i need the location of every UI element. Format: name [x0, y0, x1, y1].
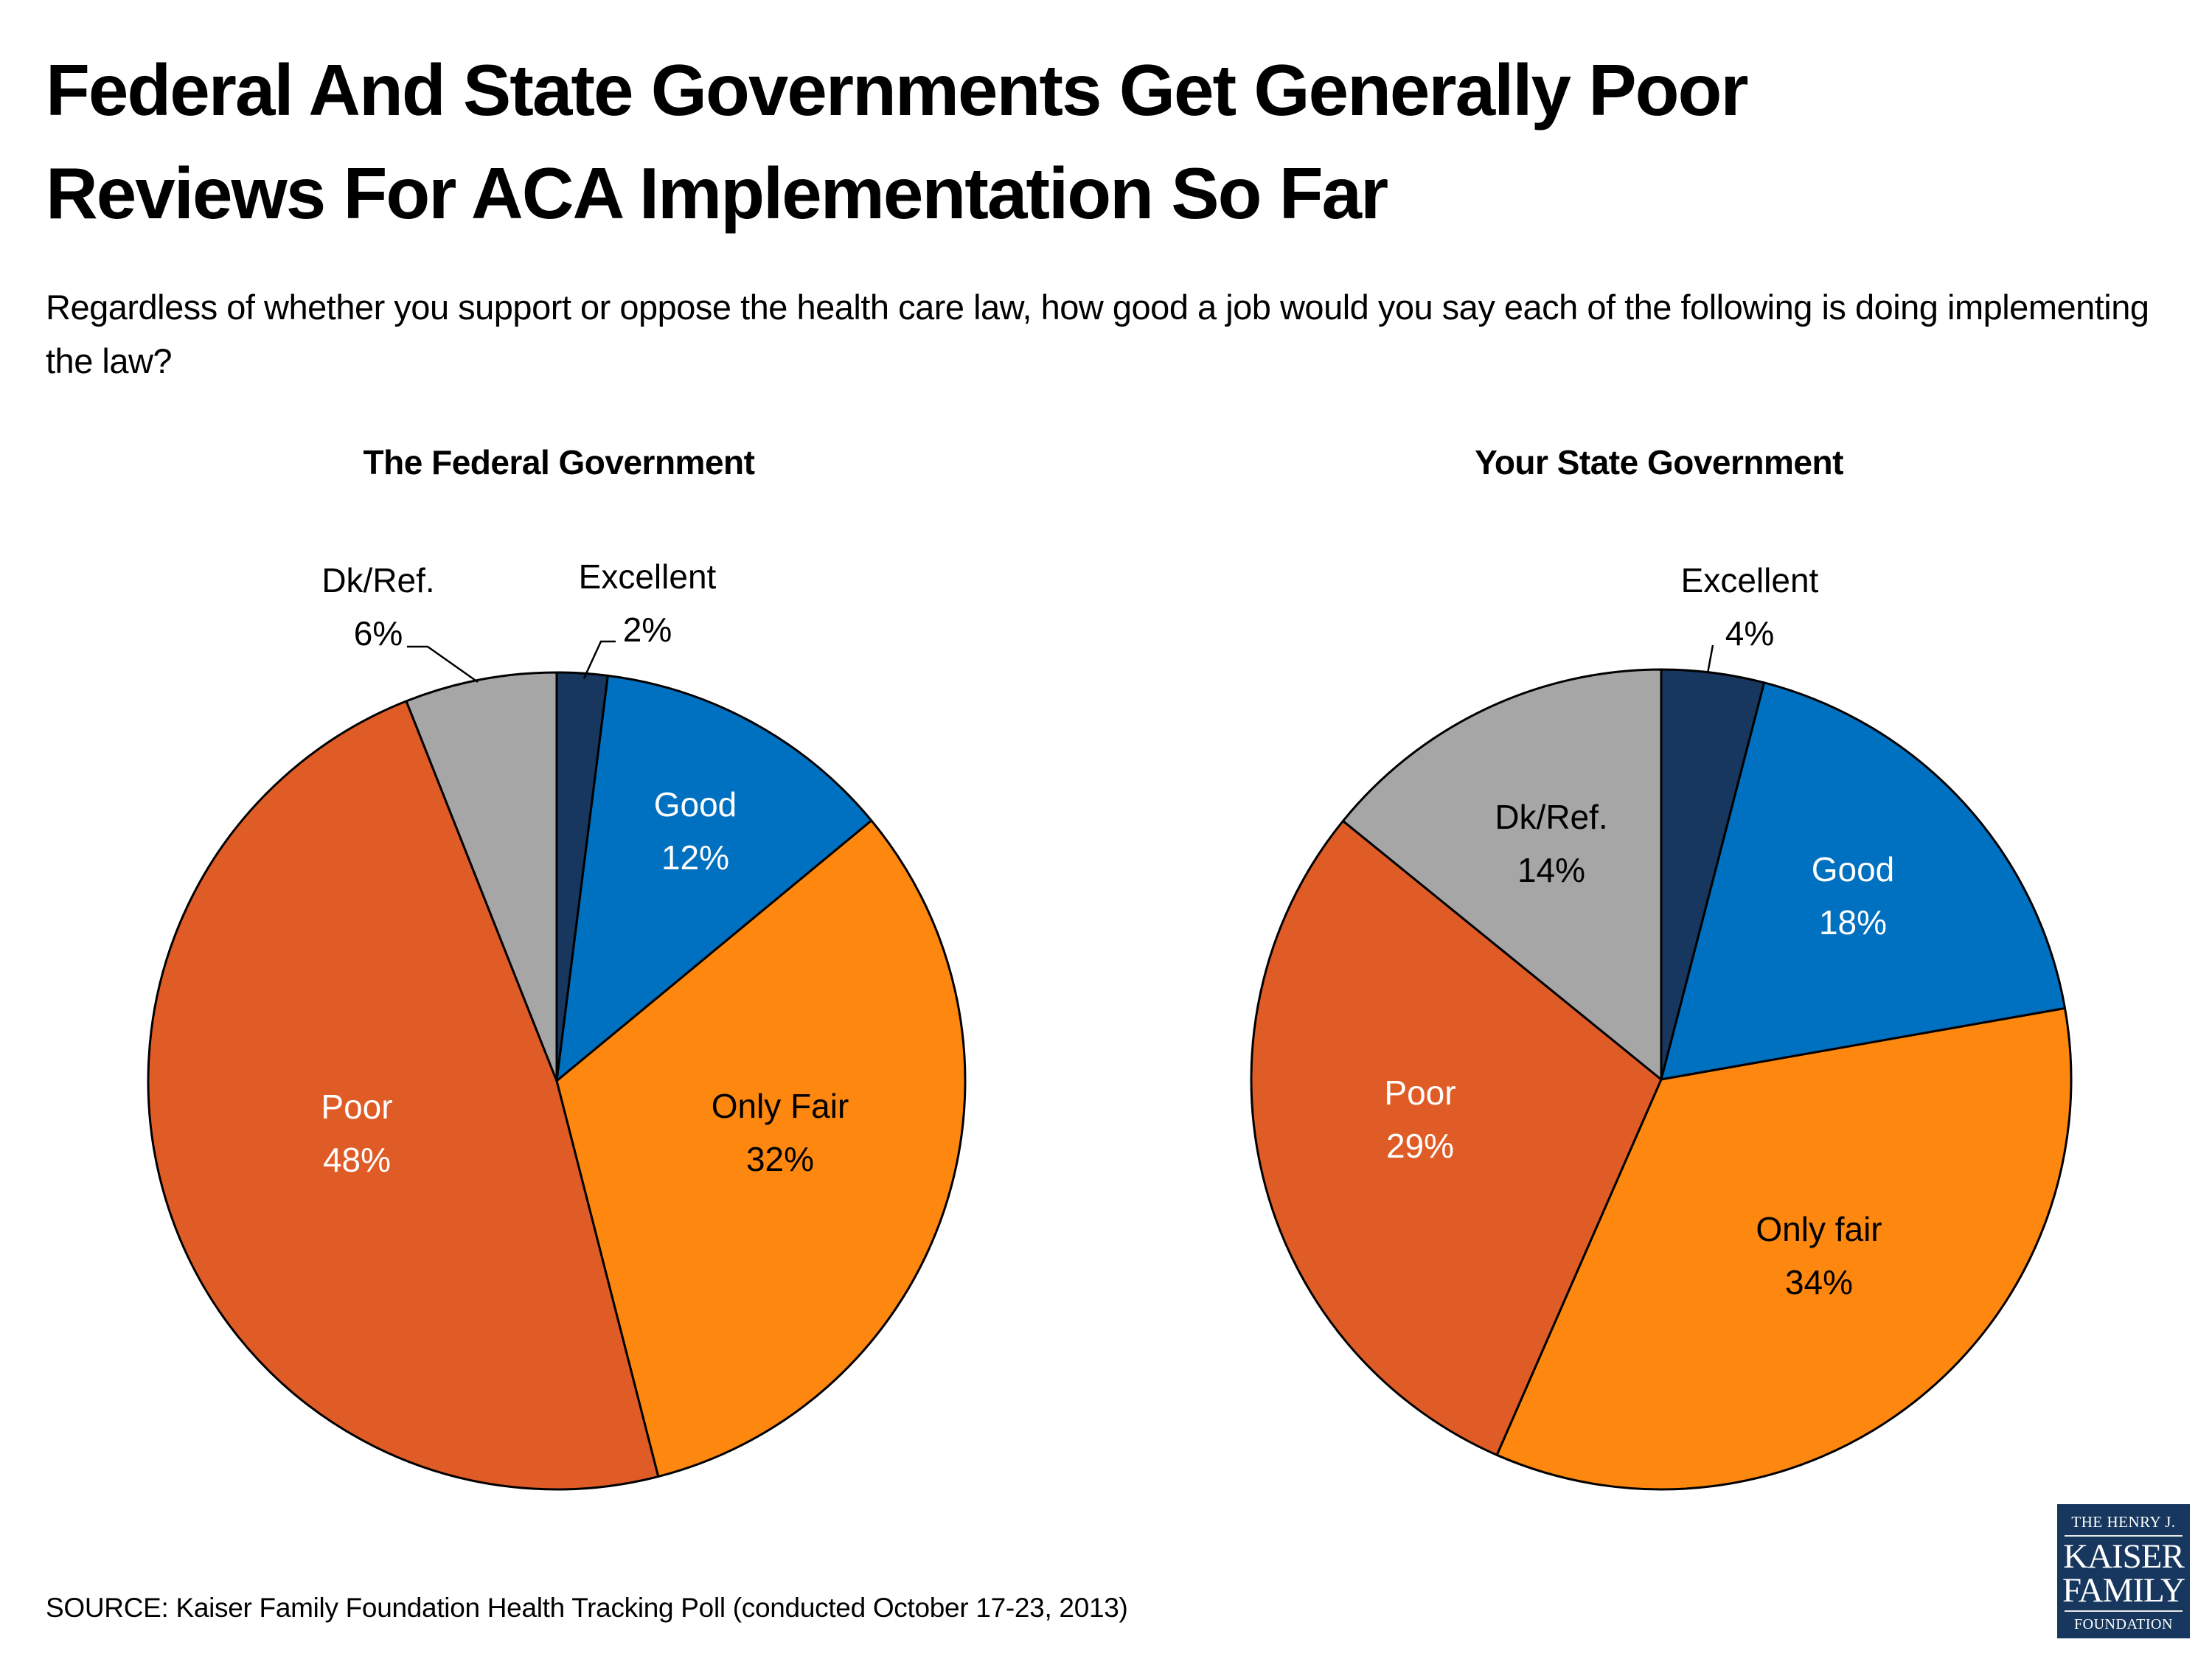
slice-label-dk-ref: Dk/Ref. 14%	[1495, 798, 1607, 889]
slice-label-value: 6%	[354, 614, 403, 653]
slice-label-name: Excellent	[1681, 561, 1819, 599]
slice-label-value: 48%	[323, 1141, 391, 1179]
pie-slice-poor	[147, 700, 660, 1491]
slice-label-good: Good 12%	[654, 785, 737, 877]
logo-line-4: FOUNDATION	[2074, 1616, 2173, 1632]
slice-label-name: Only Fair	[712, 1087, 849, 1125]
survey-question: Regardless of whether you support or opp…	[46, 288, 2149, 380]
slice-label-name: Good	[654, 785, 737, 824]
logo-rule-top	[2065, 1535, 2183, 1537]
logo-rule-bottom	[2065, 1610, 2183, 1612]
chart-title-line-1: Federal And State Governments Get Genera…	[46, 49, 1749, 131]
source-note: SOURCE: Kaiser Family Foundation Health …	[46, 1593, 1128, 1623]
chart-title-line-2: Reviews For ACA Implementation So Far	[46, 153, 1388, 234]
slice-label-value: 14%	[1517, 851, 1585, 889]
state-government-pie: Excellent 4% Good 18% Only fair 34% Poor 29% Dk/…	[1250, 561, 2073, 1491]
slice-label-name: Poor	[321, 1088, 392, 1126]
slice-label-poor: Poor 29%	[1384, 1074, 1455, 1165]
slice-label-only-fair: Only fair 34%	[1756, 1210, 1882, 1301]
slice-label-name: Dk/Ref.	[321, 561, 434, 599]
logo-line-2: KAISER	[2063, 1537, 2185, 1576]
slice-label-name: Poor	[1384, 1074, 1455, 1112]
slice-label-value: 2%	[623, 611, 672, 649]
slice-label-dk-ref: Dk/Ref. 6%	[321, 561, 434, 653]
slice-label-value: 32%	[746, 1140, 814, 1178]
leader-line-excellent	[1706, 644, 1714, 674]
slice-label-excellent: Excellent 2%	[579, 557, 717, 649]
slice-label-poor: Poor 48%	[321, 1088, 392, 1179]
slice-label-excellent: Excellent 4%	[1681, 561, 1819, 653]
pie-slice-dk-ref	[405, 671, 558, 1082]
slice-label-name: Only fair	[1756, 1210, 1882, 1248]
slice-label-value: 29%	[1386, 1127, 1454, 1165]
chart-title: Federal And State Governments Get Genera…	[46, 38, 2169, 245]
slice-label-name: Excellent	[579, 557, 717, 596]
logo-line-1: THE HENRY J.	[2071, 1513, 2176, 1531]
slice-label-value: 34%	[1785, 1263, 1853, 1301]
pie-slice-good	[555, 674, 873, 1082]
pie-slice-dk-ref	[1341, 668, 1663, 1081]
slice-label-value: 18%	[1819, 903, 1887, 942]
kff-logo: THE HENRY J. KAISER FAMILY FOUNDATION	[2057, 1504, 2190, 1638]
logo-line-3: FAMILY	[2062, 1571, 2185, 1610]
leader-line-excellent	[582, 640, 616, 679]
pie-slice-only-fair	[555, 819, 967, 1478]
slice-label-value: 12%	[661, 838, 729, 877]
pie-slice-poor	[1250, 819, 1663, 1456]
pie-slice-good	[1660, 681, 2067, 1081]
slice-label-good: Good 18%	[1812, 850, 1895, 942]
slice-label-name: Dk/Ref.	[1495, 798, 1607, 836]
federal-government-pie: Excellent 2% Good 12% Only Fair 32% Poor 48% Dk/…	[147, 557, 967, 1491]
federal-pie-title: The Federal Government	[363, 443, 755, 481]
slice-label-value: 4%	[1725, 614, 1774, 653]
slice-label-only-fair: Only Fair 32%	[712, 1087, 849, 1178]
slice-label-name: Good	[1812, 850, 1895, 888]
leader-line-dk-ref	[407, 645, 479, 684]
state-pie-title: Your State Government	[1475, 443, 1843, 481]
